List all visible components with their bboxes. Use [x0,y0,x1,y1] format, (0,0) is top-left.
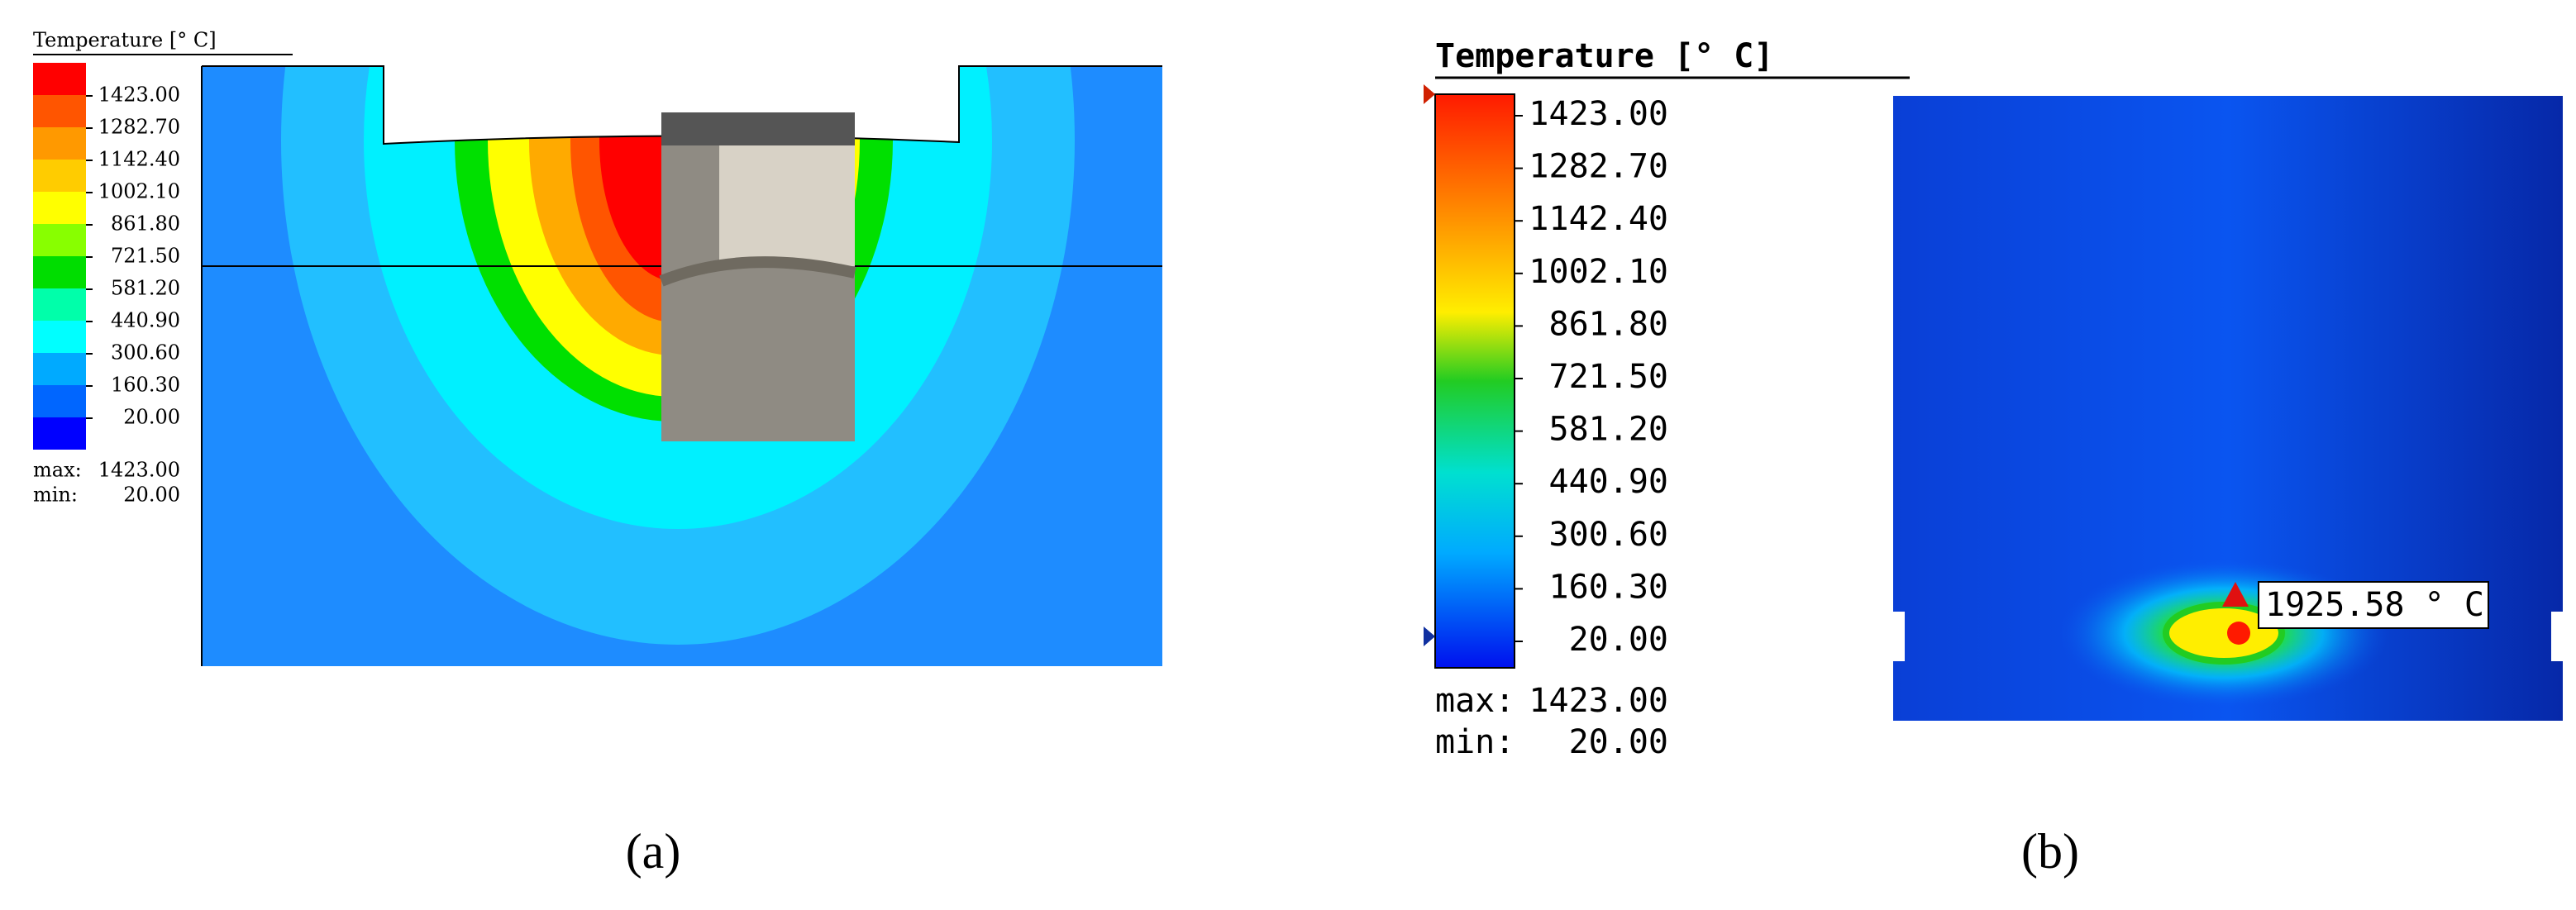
max-label: max: [1435,682,1515,720]
max-label: max: [33,459,82,482]
color-block [33,353,86,385]
legend-label: 1423.00 [1529,95,1668,133]
legend-label: 440.90 [1549,463,1669,501]
max-marker [1424,84,1435,104]
hotspot-core [2227,622,2250,645]
legend-label: 1002.10 [98,180,180,203]
legend-label: 861.80 [111,212,180,236]
color-block [33,192,86,224]
legend-label: 160.30 [111,374,180,397]
legend-label: 1142.40 [98,148,180,171]
annotation-box [2258,581,2489,629]
legend-label: 581.20 [1549,411,1669,449]
min-label: min: [33,484,78,507]
legend-label: 721.50 [111,245,180,268]
legend-label: 300.60 [111,341,180,364]
legend-label: 1282.70 [1529,148,1668,186]
legend-label: 1282.70 [98,116,180,139]
max-value: 1423.00 [1529,682,1668,720]
max-pointer [2222,582,2249,607]
max-value: 1423.00 [98,459,180,482]
notch [1893,612,1905,661]
legend-label: 861.80 [1549,305,1669,343]
annotation: 1925.58 ° C [2265,586,2484,624]
notch [2551,612,2563,661]
legend-label: 300.60 [1549,516,1669,554]
color-block [33,256,86,288]
color-block [33,417,86,450]
color-block [33,321,86,353]
legend-label: 20.00 [123,406,180,429]
color-block [33,127,86,160]
min-value: 20.00 [123,484,180,507]
legend-labels: 1423.00 1282.70 1142.40 1002.10 861.80 721.50… [1515,95,1668,659]
min-value: 20.00 [1569,723,1668,761]
legend-label: 721.50 [1549,358,1669,396]
color-block [33,63,86,95]
photo-inset-arc [659,256,856,287]
color-block [33,224,86,256]
legend-title: Temperature [° C] [1435,37,1773,75]
min-marker [1424,627,1435,646]
legend-label: 160.30 [1549,568,1669,606]
legend-label: 1423.00 [98,83,180,107]
photo-inset-top [661,112,855,145]
min-label: min: [1435,723,1515,761]
color-block [33,95,86,127]
legend-label: 1002.10 [1529,253,1668,291]
colorbar: 1423.00 1282.70 1142.40 1002.10 861.80 721.50… [33,63,180,450]
legend-label: 440.90 [111,309,180,332]
color-block [33,385,86,417]
colorbar [1434,93,1515,669]
photo-inset-layer [719,145,855,266]
color-block [33,288,86,321]
color-block [33,160,86,192]
caption: (a) [626,824,681,879]
legend-label: 581.20 [111,277,180,300]
legend-label: 1142.40 [1529,200,1668,238]
legend-title: Temperature [° C] [33,29,217,52]
caption: (b) [2021,824,2079,879]
legend-label: 20.00 [1569,621,1668,659]
